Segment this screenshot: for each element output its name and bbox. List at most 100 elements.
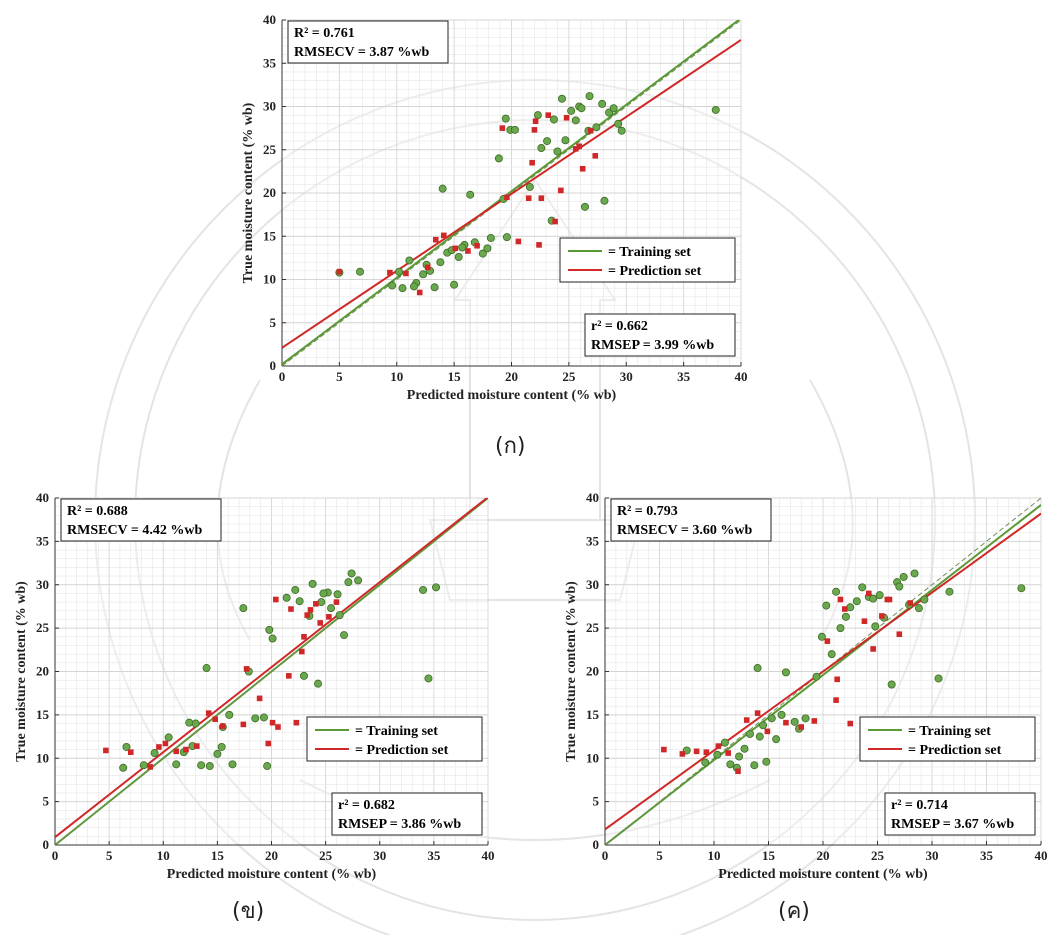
training-point xyxy=(172,760,181,769)
prediction-point xyxy=(440,232,447,239)
prediction-point xyxy=(194,743,200,749)
y-tick-label: 40 xyxy=(36,490,49,505)
training-point xyxy=(750,761,759,770)
training-point xyxy=(557,94,566,103)
training-point xyxy=(887,680,896,689)
training-point xyxy=(314,679,323,688)
prediction-point xyxy=(693,748,700,755)
y-tick-label: 15 xyxy=(36,707,50,722)
prediction-point xyxy=(275,724,281,730)
x-tick-label: 25 xyxy=(871,848,885,863)
prediction-point xyxy=(336,268,343,275)
training-point xyxy=(817,632,826,641)
training-point xyxy=(409,282,418,291)
seal-base xyxy=(428,519,642,601)
x-axis-label: Predicted moisture content (% wb) xyxy=(718,867,928,882)
prediction-point xyxy=(515,238,522,245)
prediction-point xyxy=(592,153,599,159)
training-point xyxy=(585,92,594,101)
prediction-point xyxy=(205,710,212,716)
x-tick-label: 25 xyxy=(319,848,333,863)
training-point xyxy=(720,738,729,747)
training-point xyxy=(767,714,776,723)
prediction-point xyxy=(538,195,545,201)
training-point xyxy=(259,713,268,722)
training-point xyxy=(1017,584,1026,593)
y-tick-label: 5 xyxy=(270,315,277,330)
stats-rmsecv: RMSECV = 3.60 %wb xyxy=(617,523,753,538)
prediction-point xyxy=(725,750,731,756)
x-tick-label: 30 xyxy=(926,848,939,863)
prediction-point xyxy=(847,720,854,727)
prediction-point xyxy=(865,590,872,597)
training-point xyxy=(191,719,200,728)
training-point xyxy=(614,119,623,128)
stats-rmsep: RMSEP = 3.99 %wb xyxy=(591,338,714,353)
prediction-point xyxy=(304,612,311,618)
prediction-point xyxy=(754,710,761,716)
x-tick-label: 35 xyxy=(980,848,994,863)
x-axis-label: Predicted moisture content (% wb) xyxy=(167,867,377,882)
x-axis-label: Predicted moisture content (% wb) xyxy=(407,388,617,403)
prediction-point xyxy=(219,723,226,729)
training-point xyxy=(268,634,277,643)
y-tick-label: 10 xyxy=(263,272,276,287)
training-point xyxy=(432,583,441,592)
identity-line xyxy=(605,498,1041,845)
chart-panel-a: 0 5 10 15 20 25 30 35 40 0 5 10 15 20 25 30 35 40 Predicte… xyxy=(241,12,748,403)
training-point xyxy=(335,611,344,620)
stats-rmsep: RMSEP = 3.67 %wb xyxy=(891,817,1014,832)
x-tick-label: 5 xyxy=(656,848,663,863)
prediction-point xyxy=(293,719,300,726)
prediction-point xyxy=(452,245,459,252)
y-tick-label: 20 xyxy=(36,664,49,679)
training-point xyxy=(762,757,771,766)
stats-box-calibration xyxy=(287,20,449,64)
training-point xyxy=(317,598,326,607)
prediction-point xyxy=(679,751,686,757)
training-point xyxy=(344,578,353,587)
stats-r2-prediction: r² = 0.662 xyxy=(591,319,648,334)
training-point xyxy=(899,572,908,581)
training-point xyxy=(228,760,237,769)
training-point xyxy=(772,735,781,744)
prediction-point xyxy=(162,740,169,747)
training-point xyxy=(852,597,861,606)
training-point xyxy=(395,267,404,276)
x-tick-label: 40 xyxy=(735,369,748,384)
prediction-point xyxy=(403,270,409,277)
prediction-point xyxy=(127,749,134,755)
prediction-point xyxy=(416,289,423,296)
prediction-point xyxy=(269,719,276,726)
training-fit-line xyxy=(282,20,741,366)
prediction-point xyxy=(661,746,667,753)
prediction-point xyxy=(286,673,292,679)
training-point xyxy=(711,105,720,114)
training-point xyxy=(841,612,850,621)
training-point xyxy=(790,717,799,726)
prediction-point xyxy=(783,719,789,726)
prediction-point xyxy=(333,599,340,605)
prediction-point xyxy=(837,596,844,603)
training-point xyxy=(726,760,735,769)
training-point xyxy=(735,752,744,761)
y-tick-label: 5 xyxy=(593,794,600,809)
prediction-point xyxy=(870,646,876,652)
prediction-point xyxy=(147,764,154,770)
stats-r2-calibration: R² = 0.793 xyxy=(617,504,678,519)
training-point xyxy=(617,126,626,135)
x-tick-label: 30 xyxy=(620,369,633,384)
prediction-point xyxy=(715,743,722,749)
training-point xyxy=(438,184,447,193)
y-tick-label: 30 xyxy=(36,577,49,592)
y-tick-label: 5 xyxy=(43,794,50,809)
training-point xyxy=(781,668,790,677)
training-point xyxy=(836,624,845,633)
training-point xyxy=(600,196,609,205)
y-tick-label: 15 xyxy=(263,228,277,243)
x-tick-label: 0 xyxy=(602,848,609,863)
prediction-point xyxy=(265,740,272,747)
y-tick-label: 0 xyxy=(593,837,600,852)
prediction-point xyxy=(183,746,189,753)
prediction-point xyxy=(579,165,586,172)
